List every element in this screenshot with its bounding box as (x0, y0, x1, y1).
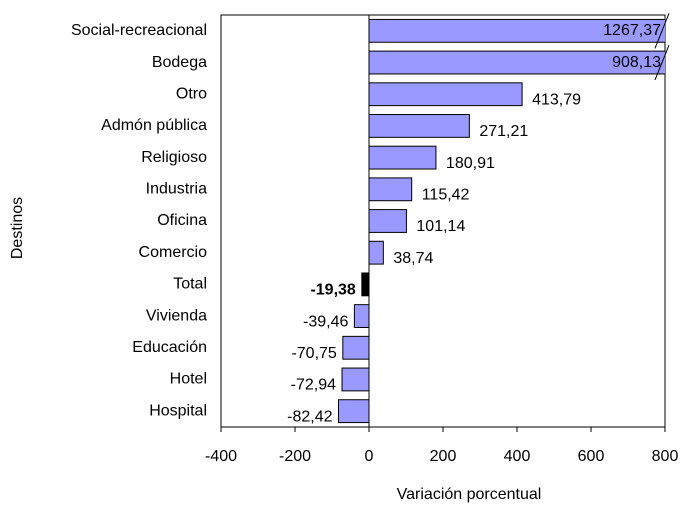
x-tick-label: -400 (205, 448, 237, 465)
y-axis-label: Destinos (9, 197, 26, 259)
bar (338, 399, 370, 424)
bar (368, 240, 384, 265)
bar (368, 82, 523, 107)
value-label: -39,46 (303, 313, 348, 330)
value-label: 38,74 (393, 250, 433, 267)
y-tick-label: Otro (176, 85, 207, 102)
x-tick-label: -200 (279, 448, 311, 465)
value-label: -19,38 (310, 282, 355, 299)
bars (338, 18, 665, 424)
value-label: 1267,37 (603, 22, 661, 39)
bar (368, 177, 413, 202)
x-tick-label: 400 (504, 448, 531, 465)
y-tick-label: Educación (132, 339, 207, 356)
y-tick-label: Comercio (139, 244, 208, 261)
value-label: 908,13 (612, 54, 661, 71)
axis-break (654, 44, 670, 81)
y-tick-label: Social-recreacional (71, 22, 207, 39)
x-tick-label: 600 (578, 448, 605, 465)
value-label: -70,75 (291, 345, 336, 362)
bar (368, 114, 470, 138)
x-tick-label: 200 (430, 448, 457, 465)
y-tick-label: Vivienda (146, 307, 207, 324)
x-tick-label: 800 (652, 448, 679, 465)
x-tick-label: 0 (365, 448, 374, 465)
axis-break (654, 13, 670, 49)
bar (341, 367, 370, 392)
value-label: 101,14 (416, 218, 465, 235)
bar (368, 145, 437, 170)
value-label: 115,42 (422, 187, 470, 204)
y-tick-label: Hospital (149, 402, 207, 419)
bar (368, 209, 407, 233)
value-label: 271,21 (479, 123, 528, 140)
bar (361, 272, 370, 297)
y-tick-label: Religioso (141, 149, 207, 166)
y-tick-label: Oficina (157, 212, 207, 229)
y-tick-label: Admón pública (101, 117, 207, 134)
y-tick-label: Industria (146, 181, 207, 198)
bar (353, 304, 370, 328)
y-tick-label: Hotel (170, 371, 207, 388)
value-label: 180,91 (446, 155, 495, 172)
value-label: -72,94 (291, 377, 336, 394)
bar (342, 335, 370, 360)
x-axis-label: Variación porcentual (397, 486, 542, 503)
y-tick-label: Total (173, 276, 207, 293)
value-label: -82,42 (287, 408, 332, 425)
y-tick-label: Bodega (152, 54, 207, 71)
value-label: 413,79 (532, 91, 581, 108)
